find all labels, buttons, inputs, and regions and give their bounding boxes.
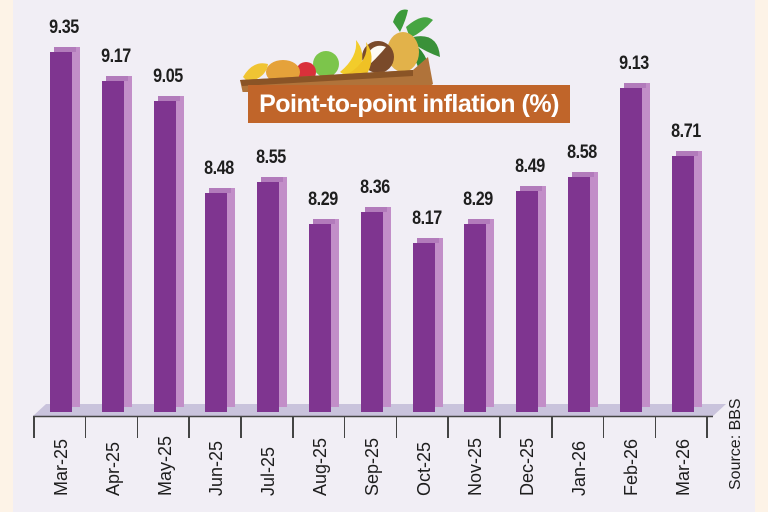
bar-top: [105, 76, 128, 82]
axis-tick: [292, 416, 294, 438]
bar-side: [331, 218, 339, 407]
bar-top: [520, 186, 543, 192]
bar-value-label: 8.55: [256, 146, 287, 168]
bar-top: [209, 187, 232, 193]
bar-top: [623, 82, 646, 88]
x-axis-label: Nov-25: [465, 437, 486, 496]
bar-value-label: 8.58: [567, 141, 597, 163]
bar-side: [641, 82, 650, 407]
bar: [50, 52, 72, 412]
bar-top: [416, 238, 439, 244]
bar-value-label: 8.29: [463, 188, 494, 210]
x-axis-label: Jan-26: [569, 440, 589, 496]
bar: [257, 181, 280, 412]
bar: [412, 243, 435, 412]
bar-side: [175, 95, 184, 407]
bar: [153, 100, 176, 412]
x-axis-label: Feb-26: [620, 438, 641, 496]
bar: [568, 176, 590, 412]
fruit-basket-illustration: [240, 9, 440, 92]
bar-top: [572, 171, 594, 177]
x-axis-label: Aug-25: [310, 437, 330, 496]
x-axis-label: Dec-25: [517, 437, 538, 496]
bar-value-label: 8.29: [308, 188, 338, 210]
axis-tick: [240, 416, 242, 438]
x-axis-label: Jul-25: [258, 446, 279, 496]
bar-side: [693, 150, 702, 407]
bar-side: [227, 187, 236, 407]
bar-side: [538, 186, 547, 407]
bar-top: [261, 176, 284, 182]
bar: [464, 223, 487, 412]
bar-value-label: 9.13: [618, 52, 649, 74]
bar-value-label: 9.17: [100, 46, 131, 68]
bar-value-label: 9.35: [49, 17, 79, 39]
bar-value-label: 8.48: [204, 157, 235, 179]
bar-side: [72, 47, 80, 407]
bar: [101, 81, 124, 412]
bar-side: [434, 238, 443, 407]
x-axis-label: Mar-25: [51, 438, 71, 496]
bar: [671, 155, 694, 412]
bar-value-label: 8.71: [670, 120, 701, 142]
bar-top: [364, 207, 387, 213]
axis-tick: [447, 416, 449, 438]
bar: [516, 191, 539, 412]
x-axis-label: Apr-25: [102, 441, 123, 496]
axis-tick: [706, 416, 708, 438]
axis-tick: [602, 416, 605, 438]
chart-canvas: 9.35 9.17 9.05 8.48 8.55 8.29 8.36 8.17 8.29 8.49…: [13, 0, 755, 512]
axis-tick: [343, 416, 346, 438]
bar: [619, 87, 642, 412]
bar: [360, 212, 383, 412]
x-axis-label: Mar-26: [672, 438, 693, 496]
bar-side: [382, 207, 391, 407]
axis-tick: [499, 416, 501, 438]
axis-tick: [136, 416, 139, 438]
bar: [205, 192, 228, 412]
bar-value-label: 8.49: [515, 156, 546, 178]
x-axis-label: May-25: [154, 435, 175, 496]
x-axis-label: Oct-25: [413, 441, 434, 496]
axis-tick: [395, 416, 398, 438]
bar-side: [590, 171, 598, 407]
x-axis-label: Sep-25: [361, 437, 382, 496]
bar-value-label: 8.36: [359, 177, 390, 199]
bar-top: [54, 47, 76, 53]
bar-top: [313, 218, 335, 224]
bar-top: [157, 95, 180, 101]
axis-tick: [33, 416, 35, 438]
x-axis-label: Jun-25: [206, 440, 227, 496]
bar-value-label: 9.05: [152, 65, 183, 87]
bar-top: [675, 150, 698, 156]
chart-title: Point-to-point inflation (%): [248, 85, 570, 123]
source-label: Source: BBS: [727, 398, 744, 490]
bar: [309, 223, 331, 412]
bar-top: [468, 218, 491, 224]
axis-tick: [654, 416, 657, 438]
bar-side: [486, 218, 495, 407]
bar-side: [123, 76, 132, 407]
axis-tick: [551, 416, 553, 438]
bar-value-label: 8.17: [411, 208, 442, 230]
bar-side: [279, 176, 288, 407]
axis-tick: [188, 416, 190, 438]
axis-tick: [84, 416, 87, 438]
